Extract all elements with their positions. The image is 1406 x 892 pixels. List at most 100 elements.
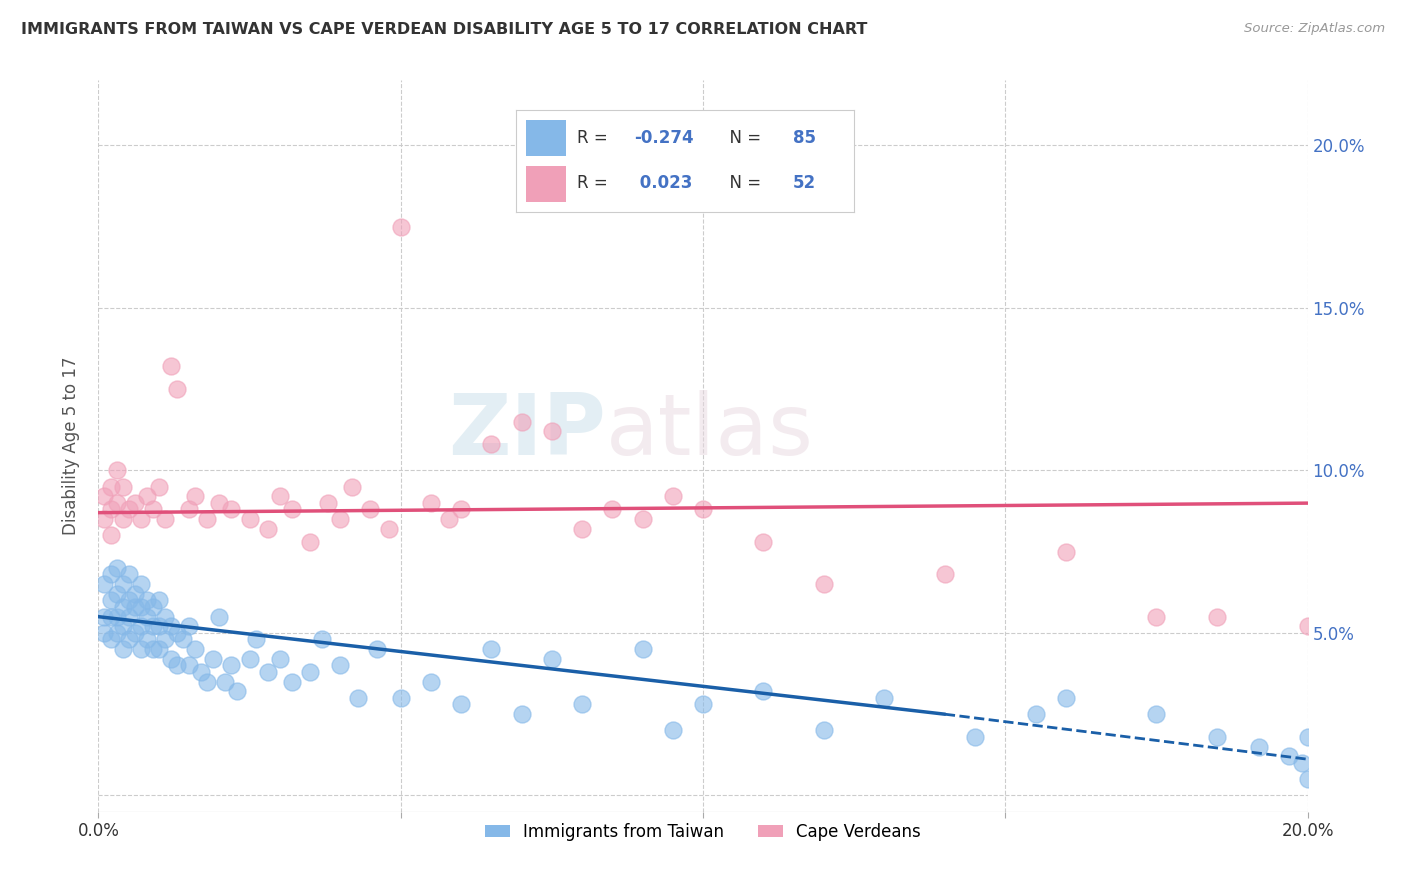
- Point: [160, 652, 183, 666]
- Point: [118, 593, 141, 607]
- Point: [221, 502, 243, 516]
- Point: [239, 512, 262, 526]
- Point: [245, 632, 267, 647]
- Point: [129, 619, 152, 633]
- Point: [153, 609, 176, 624]
- Point: [692, 502, 714, 516]
- Point: [692, 698, 714, 712]
- Point: [129, 642, 152, 657]
- Text: Source: ZipAtlas.com: Source: ZipAtlas.com: [1244, 22, 1385, 36]
- Point: [93, 512, 115, 526]
- Point: [256, 522, 278, 536]
- Point: [1296, 619, 1319, 633]
- Point: [100, 502, 122, 516]
- Point: [105, 626, 128, 640]
- Point: [100, 593, 122, 607]
- Point: [329, 512, 352, 526]
- Point: [602, 502, 624, 516]
- Point: [111, 619, 134, 633]
- Point: [93, 577, 115, 591]
- Point: [118, 567, 141, 582]
- Point: [105, 561, 128, 575]
- Point: [377, 522, 399, 536]
- Point: [142, 502, 165, 516]
- Point: [1278, 749, 1301, 764]
- Point: [179, 619, 201, 633]
- Point: [540, 425, 562, 439]
- Point: [389, 219, 412, 234]
- Point: [172, 632, 194, 647]
- Point: [1144, 609, 1167, 624]
- Point: [184, 642, 207, 657]
- Point: [420, 496, 443, 510]
- Point: [111, 577, 134, 591]
- Point: [105, 587, 128, 601]
- Point: [1206, 609, 1229, 624]
- Point: [311, 632, 333, 647]
- Point: [214, 674, 236, 689]
- Point: [153, 512, 176, 526]
- Point: [166, 382, 188, 396]
- Point: [239, 652, 262, 666]
- Point: [129, 512, 152, 526]
- Point: [661, 489, 683, 503]
- Point: [100, 609, 122, 624]
- Point: [450, 502, 472, 516]
- Point: [389, 690, 412, 705]
- Point: [510, 415, 533, 429]
- Point: [1144, 707, 1167, 722]
- Point: [481, 437, 503, 451]
- Point: [281, 502, 304, 516]
- Point: [135, 593, 157, 607]
- Point: [118, 502, 141, 516]
- Point: [179, 502, 201, 516]
- Point: [269, 489, 291, 503]
- Point: [142, 599, 165, 614]
- Point: [100, 567, 122, 582]
- Point: [342, 480, 364, 494]
- Point: [124, 496, 146, 510]
- Point: [153, 632, 176, 647]
- Point: [873, 690, 896, 705]
- Point: [135, 632, 157, 647]
- Point: [1291, 756, 1313, 770]
- Point: [450, 698, 472, 712]
- Point: [118, 609, 141, 624]
- Point: [160, 359, 183, 374]
- Point: [316, 496, 339, 510]
- Point: [1296, 772, 1319, 787]
- Point: [105, 496, 128, 510]
- Point: [111, 599, 134, 614]
- Point: [111, 642, 134, 657]
- Point: [420, 674, 443, 689]
- Point: [179, 658, 201, 673]
- Point: [752, 684, 775, 698]
- Point: [148, 642, 170, 657]
- Point: [202, 652, 225, 666]
- Point: [142, 619, 165, 633]
- Point: [1249, 739, 1271, 754]
- Point: [195, 674, 218, 689]
- Point: [124, 587, 146, 601]
- Point: [93, 489, 115, 503]
- Point: [124, 626, 146, 640]
- Point: [148, 593, 170, 607]
- Point: [661, 723, 683, 738]
- Point: [631, 512, 654, 526]
- Point: [124, 599, 146, 614]
- Point: [226, 684, 249, 698]
- Point: [111, 512, 134, 526]
- Point: [1024, 707, 1046, 722]
- Point: [540, 652, 562, 666]
- Text: ZIP: ZIP: [449, 390, 606, 473]
- Point: [208, 609, 231, 624]
- Text: atlas: atlas: [606, 390, 814, 473]
- Point: [571, 522, 593, 536]
- Point: [100, 480, 122, 494]
- Point: [195, 512, 218, 526]
- Point: [281, 674, 304, 689]
- Point: [360, 502, 382, 516]
- Point: [329, 658, 352, 673]
- Point: [934, 567, 956, 582]
- Text: IMMIGRANTS FROM TAIWAN VS CAPE VERDEAN DISABILITY AGE 5 TO 17 CORRELATION CHART: IMMIGRANTS FROM TAIWAN VS CAPE VERDEAN D…: [21, 22, 868, 37]
